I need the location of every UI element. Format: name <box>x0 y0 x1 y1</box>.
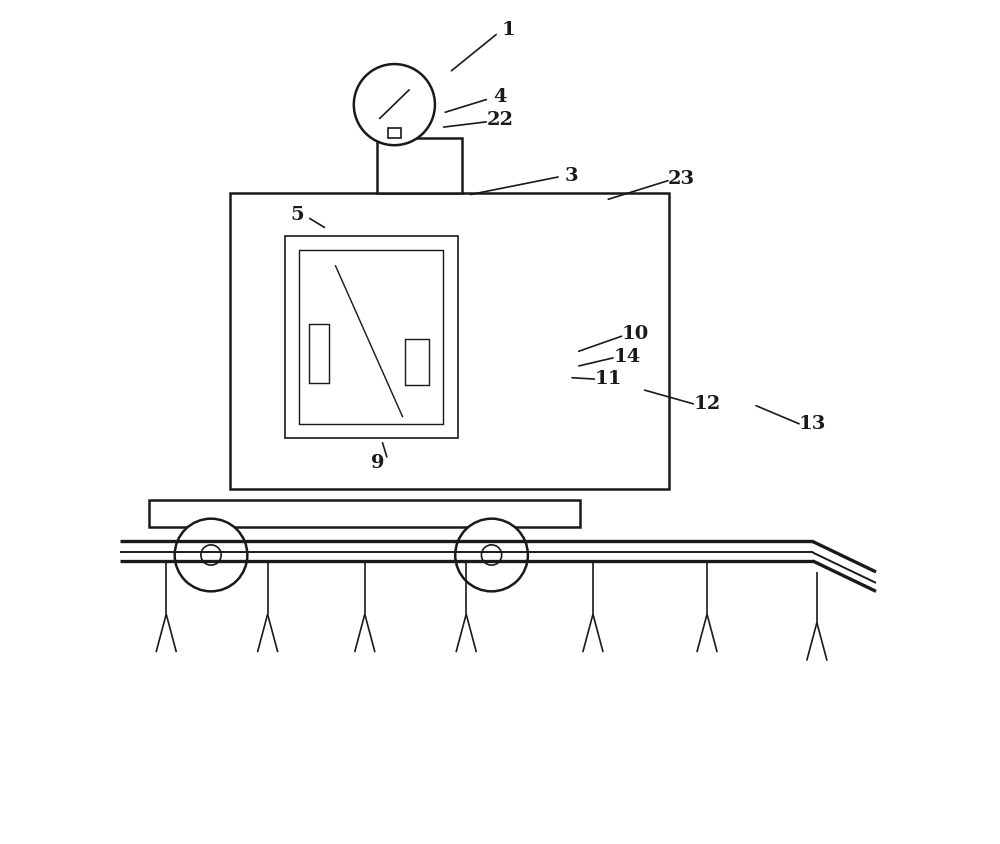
Bar <box>377 139 462 194</box>
Bar <box>299 251 443 425</box>
Bar <box>405 339 429 386</box>
Bar <box>149 500 580 528</box>
Circle shape <box>481 545 502 565</box>
Bar <box>285 236 458 439</box>
Circle shape <box>201 545 221 565</box>
Text: 12: 12 <box>693 394 721 413</box>
Text: 11: 11 <box>594 369 622 387</box>
Text: 13: 13 <box>799 414 826 433</box>
Text: 14: 14 <box>613 347 640 365</box>
Circle shape <box>175 519 247 592</box>
Text: 1: 1 <box>502 20 515 39</box>
Text: 3: 3 <box>565 166 579 185</box>
Text: 9: 9 <box>371 453 384 472</box>
Text: 4: 4 <box>493 88 507 106</box>
Bar <box>230 194 669 490</box>
Text: 22: 22 <box>486 111 514 129</box>
Circle shape <box>455 519 528 592</box>
Bar <box>309 325 329 384</box>
Circle shape <box>354 65 435 146</box>
Text: 10: 10 <box>622 324 649 343</box>
Bar <box>388 129 401 139</box>
Text: 5: 5 <box>290 206 304 225</box>
Text: 23: 23 <box>668 170 695 188</box>
